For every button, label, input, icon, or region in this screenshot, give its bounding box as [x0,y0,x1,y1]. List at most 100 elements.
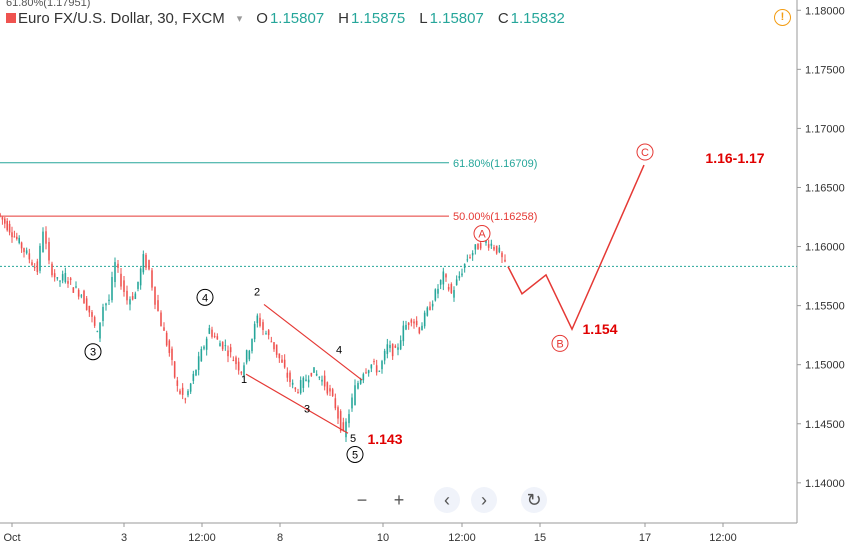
wedge-upper-line [263,303,363,381]
candle-body [243,365,245,376]
candle-body [289,372,291,383]
candle-body [318,376,321,378]
candle-body [75,286,77,288]
candle-body [99,322,101,339]
candle-body [326,382,329,394]
candle-body [383,350,386,361]
candle-body [197,356,200,370]
candle-body [445,274,447,278]
zoom-out-button[interactable]: − [356,489,368,510]
candle-body [487,244,490,248]
candle-body [173,361,176,378]
candle-body [447,287,450,290]
candle-body [134,293,137,299]
candle-body [77,289,80,297]
candle-body [407,322,410,325]
candle-body [439,279,442,285]
candle-body [80,295,83,297]
candle-body [137,281,139,289]
candle-body [278,353,281,359]
candle-body [370,364,373,369]
candle-body [64,272,67,283]
candle-body [262,322,264,330]
candle-body [498,247,501,253]
candle-body [227,350,229,357]
candle-body [39,245,41,271]
fib-level-label: 50.00%(1.16258) [453,211,537,223]
y-tick-label: 1.16500 [805,182,845,194]
candle-body [305,379,307,381]
zoom-in-button[interactable]: + [393,489,405,510]
candle-body [145,254,147,268]
candle-body [339,411,342,432]
wave-label-circle [196,288,214,306]
symbol-menu-icon[interactable]: ▾ [236,12,243,25]
wave-label: A [478,229,486,241]
x-tick-label: Oct [3,532,20,544]
candle-body [224,345,227,347]
y-tick-label: 1.15500 [805,301,845,313]
candle-body [28,253,31,260]
open-label: O [256,9,268,27]
wave-label: 2 [254,286,260,298]
candle-body [219,343,221,347]
x-tick-label: 8 [277,532,283,544]
wedge-lower-line [245,373,349,434]
candle-body [461,273,463,276]
candle-body [493,247,495,250]
scroll-left-button[interactable]: ‹ [434,487,460,513]
candle-body [365,372,367,374]
candle-body [323,375,326,387]
candle-body [378,370,381,372]
y-tick-label: 1.18000 [805,5,845,17]
candle-body [275,344,278,355]
candle-body [504,259,506,262]
candle-body [381,361,383,370]
reset-chart-button[interactable]: ↻ [521,487,547,513]
candle-body [131,296,134,300]
candle-body [148,260,150,270]
candle-body [391,343,394,357]
candle-body [6,221,8,231]
candle-body [485,240,487,243]
candle-body [56,277,59,279]
fib-level-label: 61.80%(1.16709) [453,158,537,170]
candle-body [36,261,39,273]
price-annotation: 1.16-1.17 [705,150,764,166]
candle-body [315,373,318,376]
symbol-color-icon [6,13,16,23]
candle-body [88,305,91,313]
high-value: 1.15875 [351,9,406,27]
candle-body [334,398,337,409]
candle-body [354,385,356,405]
candle-body [184,398,187,400]
scroll-right-button[interactable]: › [471,487,497,513]
candle-body [59,280,61,282]
candle-body [437,288,439,294]
candle-body [450,284,453,294]
candle-body [245,350,248,363]
candle-body [151,270,153,288]
candle-body [108,299,110,301]
candle-body [410,319,413,323]
candle-body [237,361,240,371]
candle-body [11,232,13,238]
wave-label-circle [346,445,364,463]
wave-label: 5 [350,433,356,445]
candle-body [168,340,171,353]
candle-body [102,306,104,322]
warning-icon[interactable]: ! [774,9,791,26]
candle-body [154,286,156,305]
close-label: C [497,9,509,27]
candle-body [171,348,173,360]
candle-body [235,357,237,365]
candle-body [397,347,399,350]
candle-body [203,346,205,349]
candle-body [96,331,99,333]
candle-body [229,347,232,353]
candle-body [321,379,323,382]
candle-body [117,263,119,268]
candle-body [25,250,28,254]
candle-body [273,342,275,350]
